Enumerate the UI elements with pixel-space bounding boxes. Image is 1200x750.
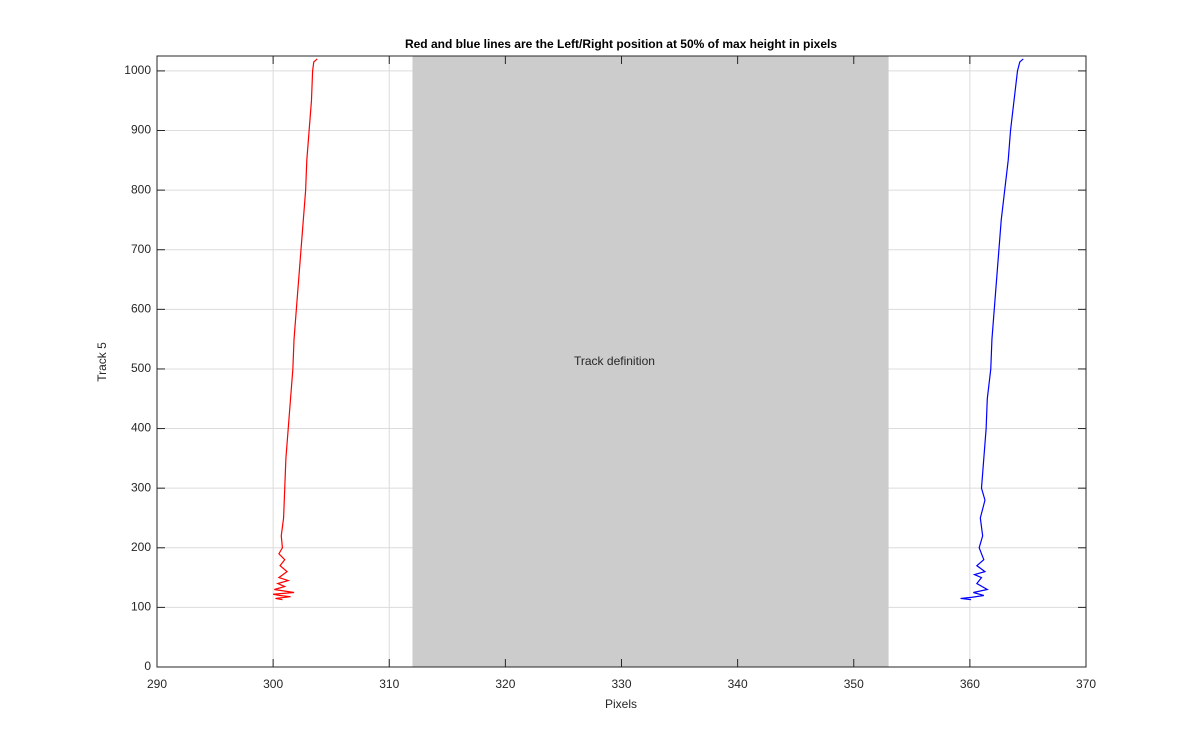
y-tick-label: 100 [131, 600, 151, 614]
x-tick-label: 360 [960, 677, 980, 691]
x-tick-label: 330 [611, 677, 631, 691]
y-tick-label: 200 [131, 540, 151, 554]
x-tick-label: 310 [379, 677, 399, 691]
x-tick-label: 300 [263, 677, 283, 691]
y-axis-label: Track 5 [95, 342, 109, 382]
x-tick-label: 340 [728, 677, 748, 691]
line [960, 58, 1024, 601]
x-tick-label: 320 [495, 677, 515, 691]
y-tick-label: 0 [144, 659, 151, 673]
y-tick-label: 500 [131, 361, 151, 375]
x-tick-label: 370 [1076, 677, 1096, 691]
y-tick-label: 1000 [124, 63, 151, 77]
track-region [412, 56, 889, 667]
x-tick-label: 350 [844, 677, 864, 691]
x-tick-label: 290 [147, 677, 167, 691]
y-tick-label: 900 [131, 123, 151, 137]
y-tick-label: 600 [131, 302, 151, 316]
y-tick-label: 300 [131, 480, 151, 494]
annotation: Track definition [574, 354, 655, 368]
y-tick-label: 700 [131, 242, 151, 256]
x-axis-label: Pixels [605, 697, 637, 711]
chart-title: Red and blue lines are the Left/Right po… [405, 37, 837, 51]
y-tick-label: 400 [131, 421, 151, 435]
y-tick-label: 800 [131, 182, 151, 196]
line [273, 58, 318, 601]
